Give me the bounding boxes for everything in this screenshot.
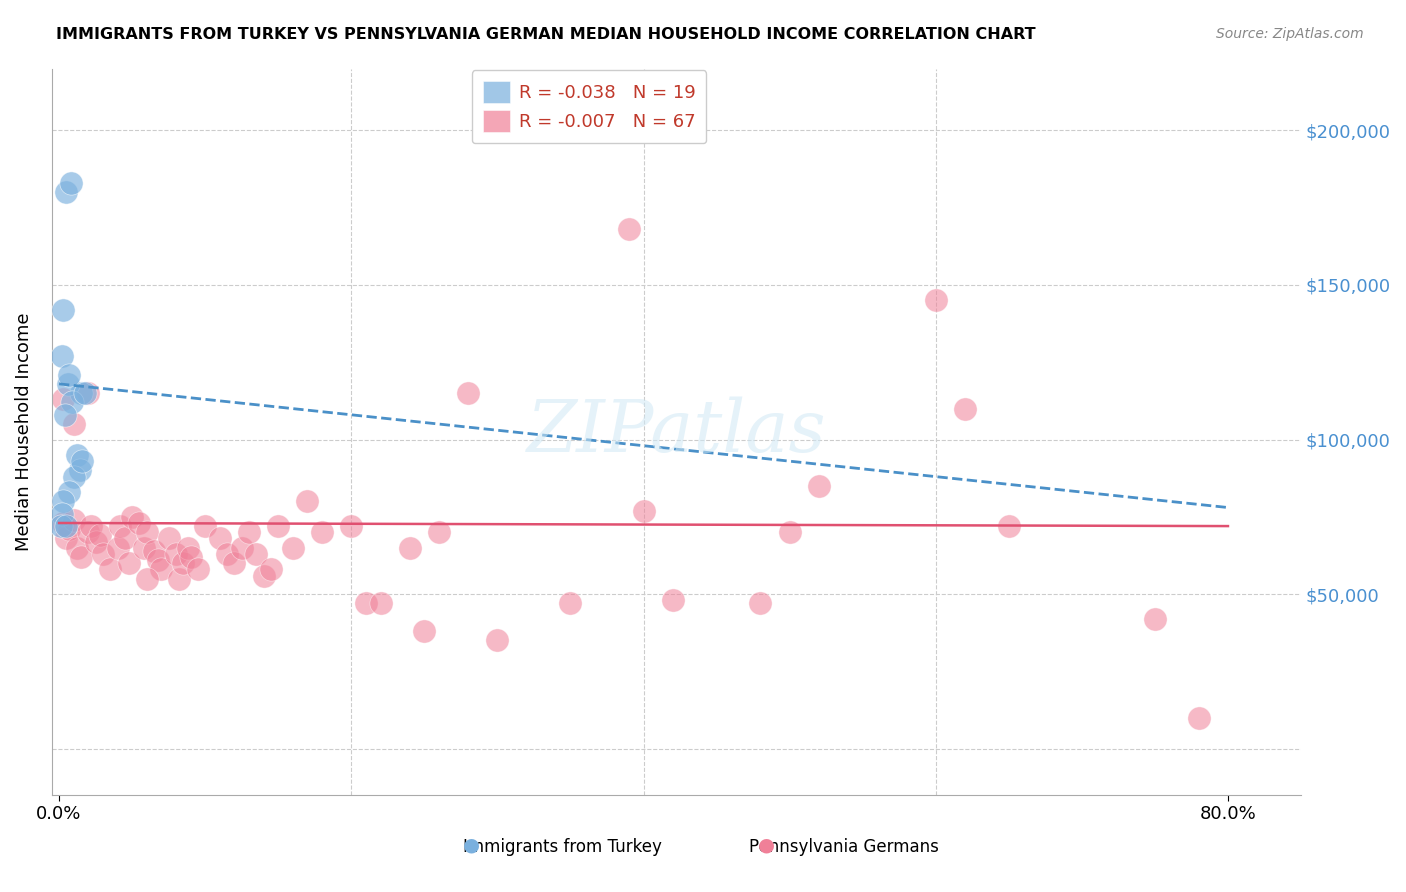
Point — [238, 525, 260, 540]
Point — [56, 376, 79, 391]
Point — [114, 532, 136, 546]
Point — [143, 544, 166, 558]
Point — [52, 392, 75, 407]
Point — [925, 293, 948, 308]
Point — [53, 408, 76, 422]
Point — [217, 547, 239, 561]
Point — [84, 534, 107, 549]
Point — [267, 519, 290, 533]
Point — [167, 572, 190, 586]
Point — [132, 541, 155, 555]
Point — [180, 549, 202, 564]
Point — [89, 528, 111, 542]
Point — [370, 596, 392, 610]
Point — [62, 469, 84, 483]
Point — [617, 222, 640, 236]
Point — [260, 562, 283, 576]
Point — [77, 525, 100, 540]
Point — [72, 454, 94, 468]
Point — [77, 386, 100, 401]
Point — [427, 525, 450, 540]
Text: Immigrants from Turkey: Immigrants from Turkey — [463, 838, 662, 856]
Point — [165, 547, 187, 561]
Point — [121, 509, 143, 524]
Point — [59, 176, 82, 190]
Point — [58, 485, 80, 500]
Legend: R = -0.038   N = 19, R = -0.007   N = 67: R = -0.038 N = 19, R = -0.007 N = 67 — [471, 70, 706, 144]
Text: ●: ● — [463, 836, 479, 855]
Text: Source: ZipAtlas.com: Source: ZipAtlas.com — [1216, 27, 1364, 41]
Text: IMMIGRANTS FROM TURKEY VS PENNSYLVANIA GERMAN MEDIAN HOUSEHOLD INCOME CORRELATIO: IMMIGRANTS FROM TURKEY VS PENNSYLVANIA G… — [56, 27, 1036, 42]
Point — [51, 349, 73, 363]
Text: Pennsylvania Germans: Pennsylvania Germans — [748, 838, 939, 856]
Text: ZIPatlas: ZIPatlas — [527, 397, 827, 467]
Point — [176, 541, 198, 555]
Point — [91, 547, 114, 561]
Y-axis label: Median Household Income: Median Household Income — [15, 312, 32, 551]
Point — [58, 522, 80, 536]
Point — [118, 556, 141, 570]
Point — [340, 519, 363, 533]
Point — [65, 448, 87, 462]
Point — [1143, 612, 1166, 626]
Point — [953, 401, 976, 416]
Point — [150, 562, 173, 576]
Point — [457, 386, 479, 401]
Point — [194, 519, 217, 533]
Point — [107, 541, 129, 555]
Point — [65, 541, 87, 555]
Point — [110, 519, 132, 533]
Point — [62, 417, 84, 431]
Point — [997, 519, 1019, 533]
Point — [60, 395, 83, 409]
Point — [52, 516, 75, 530]
Point — [70, 386, 93, 401]
Point — [245, 547, 267, 561]
Point — [224, 556, 246, 570]
Point — [98, 562, 121, 576]
Point — [1188, 711, 1211, 725]
Point — [128, 516, 150, 530]
Point — [135, 572, 157, 586]
Point — [398, 541, 420, 555]
Point — [55, 185, 77, 199]
Point — [311, 525, 333, 540]
Point — [187, 562, 209, 576]
Point — [413, 624, 436, 639]
Point — [354, 596, 377, 610]
Point — [208, 532, 231, 546]
Point — [633, 503, 655, 517]
Point — [297, 494, 319, 508]
Point — [49, 519, 72, 533]
Point — [55, 519, 77, 533]
Point — [62, 513, 84, 527]
Point — [486, 633, 509, 648]
Point — [52, 302, 75, 317]
Text: ●: ● — [758, 836, 775, 855]
Point — [80, 519, 103, 533]
Point — [70, 549, 93, 564]
Point — [55, 532, 77, 546]
Point — [51, 507, 73, 521]
Point — [69, 463, 91, 477]
Point — [52, 494, 75, 508]
Point — [749, 596, 772, 610]
Point — [75, 386, 97, 401]
Point — [231, 541, 253, 555]
Point — [281, 541, 304, 555]
Point — [172, 556, 194, 570]
Point — [560, 596, 582, 610]
Point — [807, 479, 830, 493]
Point — [148, 553, 170, 567]
Point — [58, 368, 80, 382]
Point — [135, 525, 157, 540]
Point — [779, 525, 801, 540]
Point — [252, 568, 274, 582]
Point — [661, 593, 683, 607]
Point — [157, 532, 180, 546]
